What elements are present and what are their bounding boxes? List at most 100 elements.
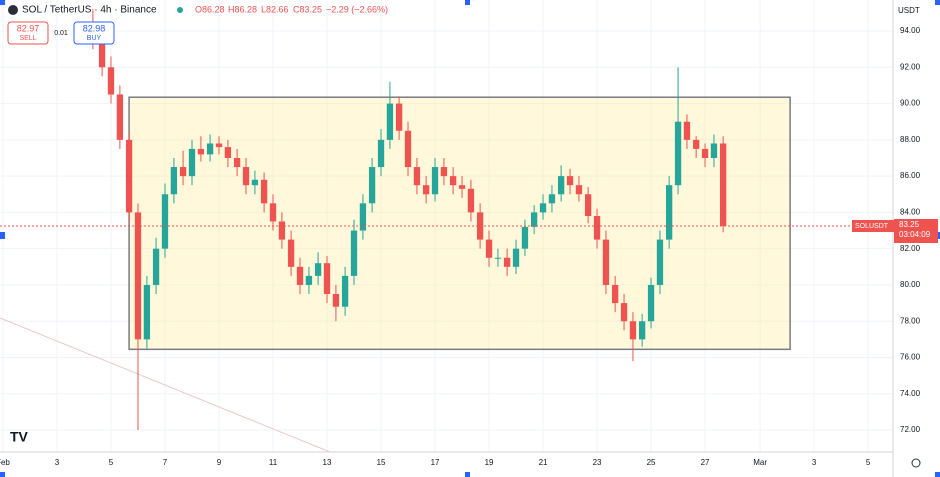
candle-body <box>548 194 556 204</box>
plot-area <box>0 9 893 452</box>
candle-body <box>413 167 421 186</box>
x-tick-label: 13 <box>323 458 332 467</box>
range-box <box>128 96 791 351</box>
status-dot <box>177 7 183 13</box>
candle-body <box>98 40 106 68</box>
candle-body <box>350 230 358 276</box>
x-tick-label: 11 <box>269 458 278 467</box>
y-tick-label: 74.00 <box>900 389 921 398</box>
x-tick-label: 9 <box>217 458 222 467</box>
y-tick-label: 94.00 <box>900 26 921 35</box>
candle-body <box>647 284 655 322</box>
candle-body <box>107 67 115 95</box>
last-price-label: 83.25 <box>899 220 920 229</box>
candle-body <box>674 121 682 186</box>
sell-label: SELL <box>19 35 36 42</box>
candle-body <box>377 139 385 168</box>
candle-body <box>269 203 277 222</box>
candle-body <box>134 212 142 340</box>
y-tick-label: 92.00 <box>900 62 921 71</box>
candle-body <box>359 203 367 231</box>
settings-icon[interactable] <box>911 458 921 468</box>
candle-body <box>584 194 592 217</box>
candle-body <box>701 148 709 158</box>
candle-body <box>323 263 331 295</box>
buy-button[interactable] <box>73 21 115 45</box>
candle-body <box>665 185 673 240</box>
candle-body <box>521 226 529 249</box>
candle-body <box>179 167 187 177</box>
sell-button[interactable] <box>7 21 49 45</box>
candle-body <box>422 185 430 195</box>
candle-body <box>386 103 394 140</box>
candle-body <box>143 284 151 340</box>
x-tick-label: 5 <box>866 458 871 467</box>
candle-body <box>305 275 313 285</box>
candle-body <box>296 266 304 285</box>
candle-body <box>638 321 646 340</box>
ohlc-change: −2.29 (−2.66%) <box>326 4 388 14</box>
trend-line <box>0 317 331 452</box>
y-tick-label: 84.00 <box>900 208 921 217</box>
candle-body <box>512 248 520 267</box>
ohlc-close: C83.25 <box>293 4 322 14</box>
candle-body <box>602 239 610 285</box>
candle-body <box>233 157 241 168</box>
candle-body <box>242 167 250 186</box>
countdown: 03:04:09 <box>899 230 931 239</box>
candle-body <box>710 143 718 158</box>
x-tick-label: 15 <box>377 458 386 467</box>
y-tick-label: 72.00 <box>900 425 921 434</box>
candle-body <box>629 321 637 340</box>
symbol-tag: SOLUSDT <box>855 223 889 230</box>
candle-body <box>656 239 664 285</box>
candle-body <box>692 139 700 149</box>
y-tick-label: 76.00 <box>900 353 921 362</box>
candle-body <box>251 179 259 186</box>
ohlc-open: O86.28 <box>195 4 225 14</box>
candle-body <box>278 221 286 240</box>
candle-body <box>458 185 466 189</box>
ohlc-high: H86.28 <box>228 4 257 14</box>
x-tick-label: 21 <box>539 458 548 467</box>
candle-body <box>431 167 439 195</box>
candle-body <box>557 176 565 195</box>
x-tick-label: 3 <box>55 458 60 467</box>
candle-body <box>683 121 691 140</box>
candle-body <box>206 143 214 155</box>
candle-body <box>719 143 727 226</box>
candle-body <box>530 212 538 227</box>
candle-body <box>197 148 205 155</box>
y-tick-label: 80.00 <box>900 280 921 289</box>
candle-body <box>116 94 124 140</box>
x-tick-label: 25 <box>647 458 656 467</box>
candle-body <box>611 284 619 304</box>
candle-body <box>332 294 340 307</box>
chart-title: SOL / TetherUS · 4h · Binance <box>22 5 157 16</box>
axes: 72.00 74.00 76.00 78.00 80.00 82.00 84.00 86.00… <box>0 26 921 467</box>
candle-body <box>125 139 133 213</box>
y-tick-label: 90.00 <box>900 99 921 108</box>
x-tick-label: 7 <box>163 458 168 467</box>
candle-body <box>188 148 196 177</box>
candle-body <box>575 185 583 195</box>
candle-body <box>215 143 223 148</box>
y-tick-label: 82.00 <box>900 244 921 253</box>
x-tick-label: 19 <box>485 458 494 467</box>
candle-body <box>404 130 412 168</box>
y-tick-label: 86.00 <box>900 171 921 180</box>
candle-body <box>467 188 475 213</box>
candle-body <box>449 176 457 186</box>
y-tick-label: 78.00 <box>900 316 921 325</box>
ohlc-low: L82.66 <box>261 4 289 14</box>
candle-body <box>152 248 160 285</box>
candle-body <box>368 167 376 204</box>
candle-body <box>314 263 322 276</box>
x-tick-label: Mar <box>753 458 767 467</box>
candle-body <box>494 257 502 259</box>
candle-body <box>287 239 295 267</box>
sell-price: 82.97 <box>17 23 40 33</box>
candle-body <box>224 147 232 158</box>
